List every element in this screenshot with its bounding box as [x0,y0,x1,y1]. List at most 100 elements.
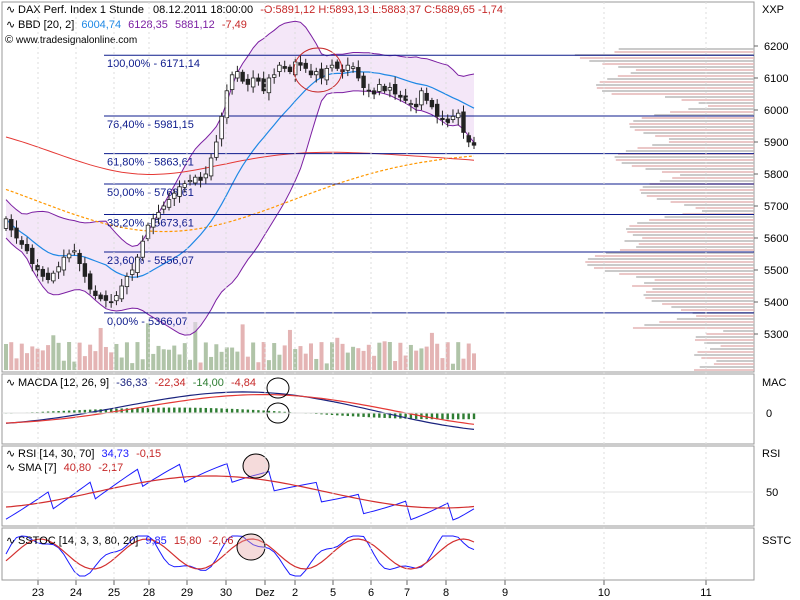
macd-histogram-bar [141,407,144,413]
time-tick-label: 5 [330,587,336,599]
volume-profile-bar [602,63,754,65]
volume-profile-bar [672,177,754,179]
volume-profile-bar [625,150,754,152]
volume-bar [130,363,135,370]
macd-signal-line [5,394,475,425]
volume-profile-bar [696,315,754,317]
volume-profile-bar [637,147,754,149]
volume-profile-bar [637,222,754,224]
volume-profile-bar [671,306,754,308]
highlight-circle-sstoc [236,533,266,561]
volume-profile-bar [636,276,754,278]
macd-histogram-bar [278,411,281,413]
macd-right-label: MAC [762,377,787,389]
volume-bar [335,337,340,370]
candle-body [329,64,335,69]
volume-profile-bar [636,246,754,248]
volume-profile-bar [680,174,754,176]
bbd-legend: BBD [20, 2] 6004,74 6128,35 5881,12 -7,4… [18,19,247,31]
bollinger-lower-band [5,90,475,336]
candle-body [361,75,366,89]
volume-bar [377,342,382,370]
macd-histogram-bar [194,407,197,413]
volume-bar [303,353,308,370]
volume-bar [330,342,335,370]
volume-profile-bar [701,357,754,359]
candle-body [87,273,93,290]
volume-profile-bar [694,339,754,341]
macd-histogram-bar [367,413,371,418]
volume-bar [277,354,282,370]
macd-zero-tick: 0 [766,408,772,420]
macd-histogram-bar [109,408,113,413]
candle-body [424,92,429,101]
volume-bar [356,348,361,370]
macd-histogram-bar [320,413,323,415]
volume-profile-bar [659,180,754,182]
volume-profile-bar [627,231,754,233]
candle-body [419,90,424,106]
volume-profile-bar [614,51,754,53]
macd-histogram-bar [136,408,139,413]
moving-average-20 [5,71,475,278]
time-tick-label: 25 [108,587,120,599]
volume-bar [282,345,287,370]
time-tick-label: 10 [598,587,610,599]
candle-body [266,77,272,94]
volume-bar [414,350,419,370]
macd-histogram-bar [351,413,355,417]
price-tick-label: 6100 [764,73,788,85]
macd-histogram-bar [441,413,444,420]
price-tick-label: 5600 [764,233,788,245]
macd-histogram-bar [451,413,455,420]
volume-bar [456,342,461,370]
macd-histogram-bar [362,413,365,417]
volume-profile-bar [699,366,754,368]
volume-bar [145,323,150,370]
volume-bar [398,342,403,370]
volume-profile-bar [605,252,754,254]
volume-profile-bar [593,267,754,269]
time-tick-label: Dez [255,587,275,599]
candle-body [245,78,251,85]
volume-profile-bar [618,66,754,68]
volume-profile-bar [611,93,754,95]
macd-histogram-bar [430,413,434,420]
volume-bar [40,350,45,370]
volume-profile-bar [668,141,754,143]
candle-body [72,250,77,253]
volume-bar [188,359,193,370]
volume-bar [77,342,82,370]
main-price-axis: 6200 6100 6000 5900 5800 5700 5600 5500 5400 5300 [754,41,788,341]
volume-profile-bar [646,195,754,197]
volume-profile-bar [652,288,754,290]
macd-histogram-bar [146,407,150,413]
moving-average-red [5,136,475,175]
volume-bar [261,342,266,370]
sstoc-right-label: SSTC [762,535,791,547]
macd-histogram-bar [388,413,392,419]
volume-bar [219,351,224,370]
candle-body [287,66,293,73]
volume-bar [245,356,250,370]
candle-body [130,269,135,275]
volume-profile-bar [621,162,754,164]
candle-body [235,71,240,79]
volume-bar [466,343,471,370]
macd-histogram-bar [220,408,223,413]
moving-average-long [5,155,475,233]
macd-histogram-bar [251,409,255,413]
volume-profile-bar [585,261,754,263]
volume-profile-bar [599,81,754,83]
volume-bar [4,344,8,370]
volume-bar [340,343,345,370]
candle-body [140,240,145,258]
macd-histogram-bar [104,408,108,413]
candle-body [135,256,140,273]
candle-body [51,272,56,282]
candle-body [229,74,235,90]
volume-profile-bar [629,225,754,227]
candle-body [219,116,224,140]
candle-body [108,301,114,304]
